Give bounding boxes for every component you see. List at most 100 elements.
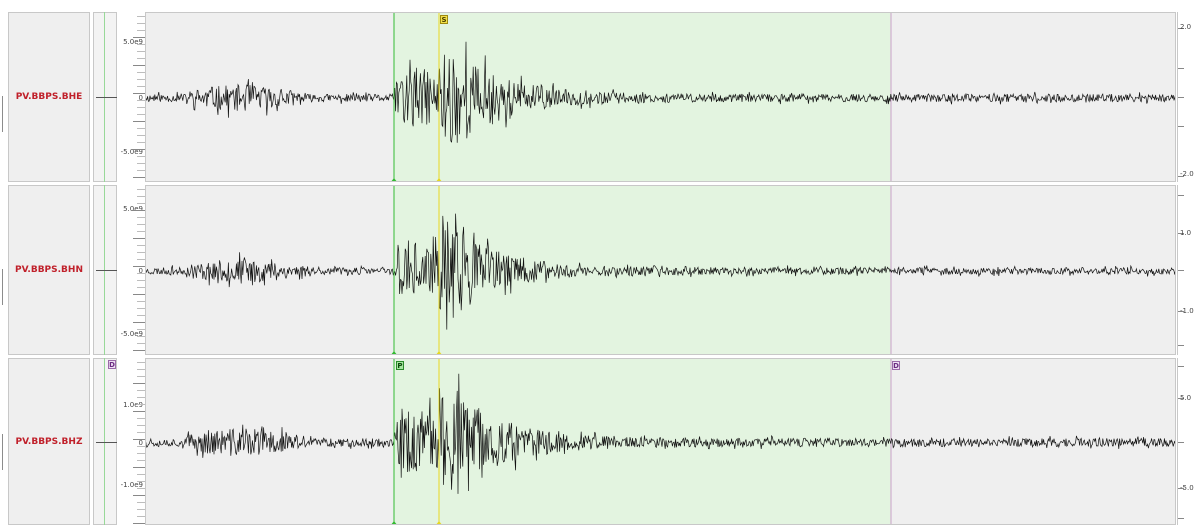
- scale-tick: [137, 259, 145, 260]
- scale-tick: [137, 453, 145, 454]
- scale-tick: [137, 418, 145, 419]
- scale-tick: [133, 439, 145, 440]
- scale-tick: [137, 252, 145, 253]
- p-pick-flag-icon[interactable]: P: [396, 361, 404, 370]
- scale-tick: [133, 93, 145, 94]
- seismic-trace: [146, 373, 1175, 494]
- channel-label-box[interactable]: PV.BBPS.BHZ: [8, 358, 90, 525]
- scale-tick: [133, 210, 145, 211]
- channel-label: PV.BBPS.BHE: [15, 92, 83, 102]
- scale-tick: [137, 397, 145, 398]
- scale-tick: [137, 142, 145, 143]
- scale-tick: [137, 156, 145, 157]
- row-edge-tick: [2, 434, 3, 470]
- scale-tick: [137, 376, 145, 377]
- scale-tick: [137, 362, 145, 363]
- amplitude-scale: 5.0e9 0 -5.0e9: [117, 12, 145, 182]
- mini-overview-line: [104, 358, 105, 525]
- window-end-marker-icon[interactable]: D: [892, 361, 900, 370]
- scale-tick: [137, 301, 145, 302]
- scale-tick: [137, 343, 145, 344]
- scale-tick: [133, 467, 145, 468]
- analysis-window[interactable]: [394, 13, 891, 182]
- scale-tick: [137, 231, 145, 232]
- mini-window-marker-icon[interactable]: D: [108, 360, 116, 369]
- waveform-panel[interactable]: [145, 358, 1176, 525]
- scale-tick: [133, 523, 145, 524]
- scale-tick: [133, 322, 145, 323]
- trace-row-bhz: PV.BBPS.BHZ D 1.0e9 0 -1.0e9 P D 5.0 -5.…: [0, 358, 1197, 525]
- right-top-label: 2.0: [1180, 23, 1192, 31]
- scale-tick: [137, 287, 145, 288]
- scale-tick: [133, 266, 145, 267]
- right-bottom-label: -1.0: [1180, 307, 1194, 315]
- p-pick-triangle-icon[interactable]: [390, 521, 398, 525]
- scale-tick: [133, 177, 145, 178]
- scale-tick: [137, 51, 145, 52]
- scale-tick: [137, 114, 145, 115]
- mini-overview: [93, 358, 117, 525]
- channel-label: PV.BBPS.BHZ: [15, 436, 83, 447]
- scale-tick: [137, 509, 145, 510]
- scale-tick: [133, 121, 145, 122]
- scale-tick: [137, 72, 145, 73]
- row-edge-tick: [2, 269, 3, 305]
- waveform-panel[interactable]: [145, 12, 1176, 182]
- scale-tick: [137, 516, 145, 517]
- p-pick-triangle-icon[interactable]: [390, 178, 398, 182]
- scale-tick: [137, 86, 145, 87]
- scale-tick: [137, 189, 145, 190]
- scale-top-label: 5.0e9: [123, 205, 143, 213]
- scale-tick: [137, 79, 145, 80]
- scale-bottom-label: -5.0e9: [120, 148, 143, 156]
- scale-tick: [137, 308, 145, 309]
- row-edge-tick: [2, 96, 3, 132]
- right-bottom-label: -2.0: [1180, 170, 1194, 178]
- scale-tick: [137, 404, 145, 405]
- p-pick-triangle-icon[interactable]: [390, 351, 398, 355]
- scale-tick: [137, 488, 145, 489]
- scale-tick: [137, 107, 145, 108]
- scale-tick: [133, 65, 145, 66]
- s-pick-triangle-icon[interactable]: [435, 178, 443, 182]
- scale-top-label: 1.0e9: [123, 401, 143, 409]
- scale-tick: [137, 390, 145, 391]
- scale-tick: [137, 432, 145, 433]
- amplitude-scale: 1.0e9 0 -1.0e9: [117, 358, 145, 525]
- right-amplitude-axis: 5.0 -5.0: [1177, 358, 1197, 525]
- scale-tick: [137, 135, 145, 136]
- seismic-trace: [146, 213, 1175, 330]
- s-pick-triangle-icon[interactable]: [435, 521, 443, 525]
- scale-tick: [133, 149, 145, 150]
- channel-label-box[interactable]: PV.BBPS.BHE: [8, 12, 90, 182]
- analysis-window[interactable]: [394, 359, 891, 525]
- scale-tick: [137, 30, 145, 31]
- scale-tick: [137, 425, 145, 426]
- scale-tick: [137, 280, 145, 281]
- scale-tick: [137, 16, 145, 17]
- scale-tick: [137, 100, 145, 101]
- right-amplitude-axis: 1.0 -1.0: [1177, 185, 1197, 355]
- channel-label-box[interactable]: PV.BBPS.BHN: [8, 185, 90, 355]
- s-pick-triangle-icon[interactable]: [435, 351, 443, 355]
- mini-zero-tick: [96, 270, 118, 271]
- s-pick-flag-icon[interactable]: S: [440, 15, 448, 24]
- scale-tick: [137, 336, 145, 337]
- scale-tick: [137, 474, 145, 475]
- scale-tick: [137, 245, 145, 246]
- scale-tick: [137, 369, 145, 370]
- scale-tick: [133, 238, 145, 239]
- scale-tick: [137, 217, 145, 218]
- right-top-label: 5.0: [1180, 394, 1192, 402]
- scale-zero-label: 0: [138, 439, 143, 447]
- seismic-trace: [146, 41, 1175, 143]
- scale-tick: [137, 196, 145, 197]
- waveform-svg: [146, 359, 1175, 525]
- scale-tick: [137, 315, 145, 316]
- waveform-svg: [146, 13, 1175, 182]
- scale-zero-label: 0: [138, 94, 143, 102]
- scale-tick: [133, 495, 145, 496]
- waveform-panel[interactable]: [145, 185, 1176, 355]
- scale-tick: [137, 44, 145, 45]
- right-amplitude-axis: 2.0 -2.0: [1177, 12, 1197, 182]
